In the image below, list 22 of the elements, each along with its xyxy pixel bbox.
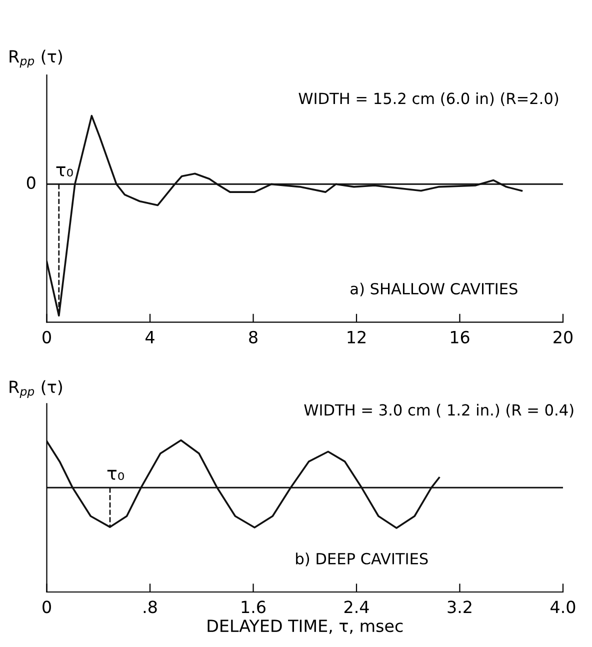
x-tick-label: 16 xyxy=(450,330,470,344)
x-tick-label: 4.0 xyxy=(550,600,576,614)
x-tick-label: .8 xyxy=(144,600,157,614)
x-axis-title: DELAYED TIME, τ, msec xyxy=(208,620,403,634)
text: WIDTH = 15.2 cm (6.0 in) (R=2.0) xyxy=(298,92,558,106)
x-tick-label: 12 xyxy=(348,330,366,344)
x-tick-label: 3.2 xyxy=(448,600,472,614)
text: b) DEEP CAVITIES xyxy=(296,552,428,566)
x-tick-label: 20 xyxy=(554,330,572,344)
x-tick-label: 4 xyxy=(146,331,154,344)
annotation: a) SHALLOW CAVITIES xyxy=(350,282,518,296)
y-axis-title: R$_{pp}$ (τ) xyxy=(10,50,62,68)
x-tick-label: 0 xyxy=(42,330,51,344)
ref-line-label: 0 xyxy=(26,176,36,190)
x-tick-label: 1.6 xyxy=(242,600,266,614)
annotation: τ₀ xyxy=(107,470,124,480)
annotation: τ₀ xyxy=(56,166,73,176)
x-tick-label: 2.4 xyxy=(344,600,369,613)
x-tick-label: 8 xyxy=(249,330,258,344)
text: WIDTH = 3.0 cm ( 1.2 in.) (R = 0.4) xyxy=(304,404,574,418)
x-tick-label: 0 xyxy=(42,600,51,614)
y-axis-title: R$_{pp}$ (τ) xyxy=(10,380,62,398)
